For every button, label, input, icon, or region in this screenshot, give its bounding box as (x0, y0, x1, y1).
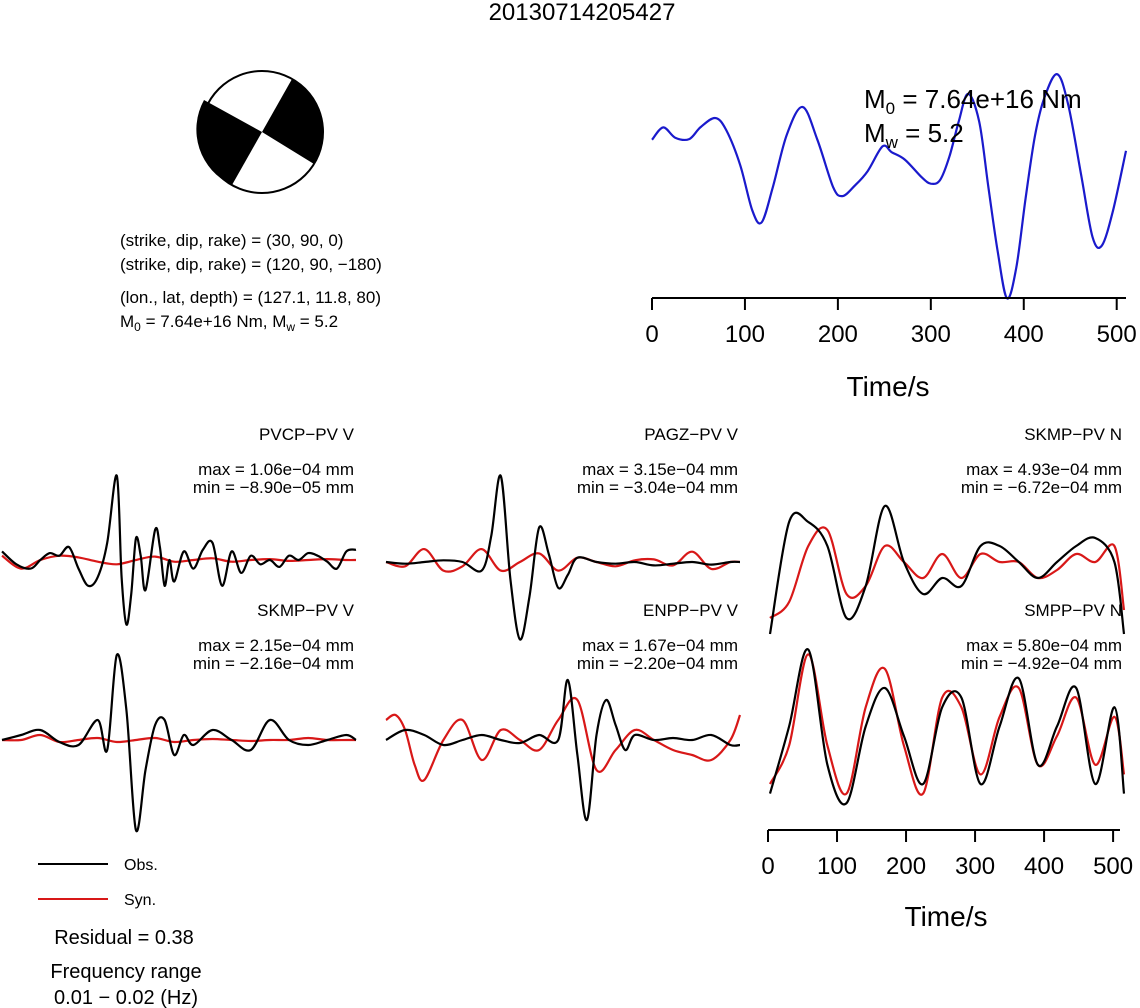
bottom-tick-label: 0 (761, 853, 774, 880)
bottom-x-axis: 0 100 200 300 400 500 (761, 829, 1133, 880)
station-min: min = −6.72e−04 mm (961, 478, 1122, 497)
bottom-tick-label: 300 (955, 853, 995, 880)
bottom-tick-label: 500 (1093, 853, 1133, 880)
station-name: SKMP−PV N (1024, 425, 1122, 444)
station-name: ENPP−PV V (643, 601, 739, 620)
stf-x-axis: 0 100 200 300 400 500 (645, 297, 1137, 348)
stf-tick-label: 0 (645, 321, 658, 348)
stf-line (651, 73, 1128, 300)
bottom-xlabel: Time/s (905, 901, 988, 932)
mechanism-info: (strike, dip, rake) = (30, 90, 0) (strik… (120, 231, 382, 334)
bottom-tick-label: 100 (817, 853, 857, 880)
figure-title: 20130714205427 (489, 0, 676, 26)
bottom-tick-label: 200 (886, 853, 926, 880)
frequency-value: 0.01 − 0.02 (Hz) (54, 987, 198, 1008)
obs-trace (1, 474, 357, 626)
obs-trace (1, 653, 357, 833)
stf-mw-sub: w (885, 133, 899, 152)
station-min: min = −2.20e−04 mm (577, 654, 738, 673)
moment-value: = 7.64e+16 Nm, M (141, 312, 287, 331)
station-max: max = 5.80e−04 mm (966, 636, 1122, 655)
legend-obs-label: Obs. (124, 857, 158, 874)
legend: Obs. Syn. (38, 857, 158, 909)
station-min: min = −8.90e−05 mm (193, 478, 354, 497)
stf-xlabel: Time/s (847, 371, 930, 402)
mechanism-line1: (strike, dip, rake) = (30, 90, 0) (120, 231, 343, 250)
obs-trace (768, 648, 1126, 806)
station-min: min = −4.92e−04 mm (961, 654, 1122, 673)
station-min: min = −2.16e−04 mm (193, 654, 354, 673)
obs-trace (385, 678, 741, 822)
obs-trace (768, 504, 1126, 635)
obs-trace (385, 474, 741, 641)
station-name: SKMP−PV V (257, 601, 355, 620)
residual-label: Residual = 0.38 (54, 927, 194, 949)
station-max: max = 1.67e−04 mm (582, 636, 738, 655)
station-max: max = 1.06e−04 mm (198, 460, 354, 479)
syn-trace (769, 653, 1126, 796)
stf-mw-label: Mw = 5.2 (864, 118, 964, 152)
station-name: SMPP−PV N (1024, 601, 1122, 620)
station-max: max = 2.15e−04 mm (198, 636, 354, 655)
syn-trace (385, 697, 742, 783)
stf-tick-label: 200 (818, 321, 858, 348)
moment-m: M (120, 312, 134, 331)
station-min: min = −3.04e−04 mm (577, 478, 738, 497)
moment-sub: 0 (134, 320, 141, 334)
stf-tick-label: 100 (725, 321, 765, 348)
stf-m0-label: M0 = 7.64e+16 Nm (864, 84, 1082, 118)
station-name: PVCP−PV V (259, 425, 355, 444)
beachball-icon (196, 70, 324, 194)
stf-m0-sub: 0 (886, 99, 895, 118)
legend-syn-label: Syn. (124, 892, 156, 909)
stf-panel: M0 = 7.64e+16 Nm Mw = 5.2 0 100 200 300 400 5… (645, 73, 1137, 402)
bottom-tick-label: 400 (1024, 853, 1064, 880)
mechanism-line2: (strike, dip, rake) = (120, 90, −180) (120, 255, 382, 274)
stf-tick-label: 300 (911, 321, 951, 348)
stf-m0-text: = 7.64e+16 Nm (895, 84, 1081, 114)
syn-trace (769, 526, 1126, 619)
syn-trace (385, 548, 741, 573)
mechanism-moment: M0 = 7.64e+16 Nm, Mw = 5.2 (120, 312, 338, 334)
station-max: max = 3.15e−04 mm (582, 460, 738, 479)
stf-m0-m: M (864, 84, 886, 114)
stf-tick-label: 400 (1004, 321, 1044, 348)
station-name: PAGZ−PV V (644, 425, 738, 444)
stf-mw-text: = 5.2 (898, 118, 964, 148)
magnitude-value: = 5.2 (295, 312, 338, 331)
stf-mw-m: M (864, 118, 886, 148)
mechanism-line3: (lon., lat, depth) = (127.1, 11.8, 80) (120, 288, 381, 307)
stf-tick-label: 500 (1097, 321, 1137, 348)
magnitude-sub: w (285, 320, 295, 334)
frequency-label: Frequency range (50, 961, 201, 983)
station-max: max = 4.93e−04 mm (966, 460, 1122, 479)
